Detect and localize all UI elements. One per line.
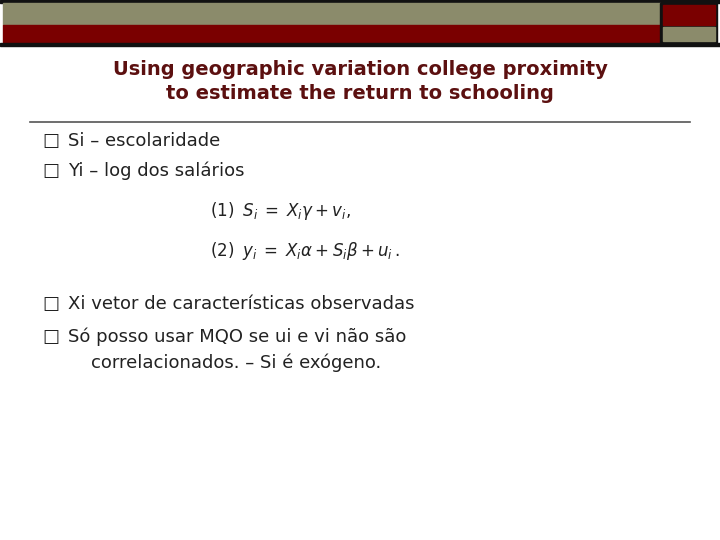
Text: Yi – log dos salários: Yi – log dos salários [68, 162, 245, 180]
Text: Xi vetor de características observadas: Xi vetor de características observadas [68, 295, 415, 313]
Bar [663, 5, 715, 25]
Bar [0, 0, 720, 3]
Bar [663, 27, 715, 41]
Bar [3, 3, 660, 25]
Text: $(2)\;\; y_i \;=\; X_i\alpha + S_i\beta + u_i\,.$: $(2)\;\; y_i \;=\; X_i\alpha + S_i\beta … [210, 240, 400, 262]
Text: $(1)\;\; S_i \;=\; X_i\gamma + v_i,$: $(1)\;\; S_i \;=\; X_i\gamma + v_i,$ [210, 200, 351, 222]
Text: Só posso usar MQO se ui e vi não são
    correlacionados. – Si é exógeno.: Só posso usar MQO se ui e vi não são cor… [68, 328, 406, 372]
Text: □: □ [42, 295, 59, 313]
Bar [3, 25, 660, 43]
Bar [0, 43, 720, 46]
Text: □: □ [42, 162, 59, 180]
Text: □: □ [42, 132, 59, 150]
Text: Si – escolaridade: Si – escolaridade [68, 132, 220, 150]
Text: □: □ [42, 328, 59, 346]
Text: Using geographic variation college proximity
to estimate the return to schooling: Using geographic variation college proxi… [112, 60, 608, 103]
Bar [660, 3, 717, 43]
